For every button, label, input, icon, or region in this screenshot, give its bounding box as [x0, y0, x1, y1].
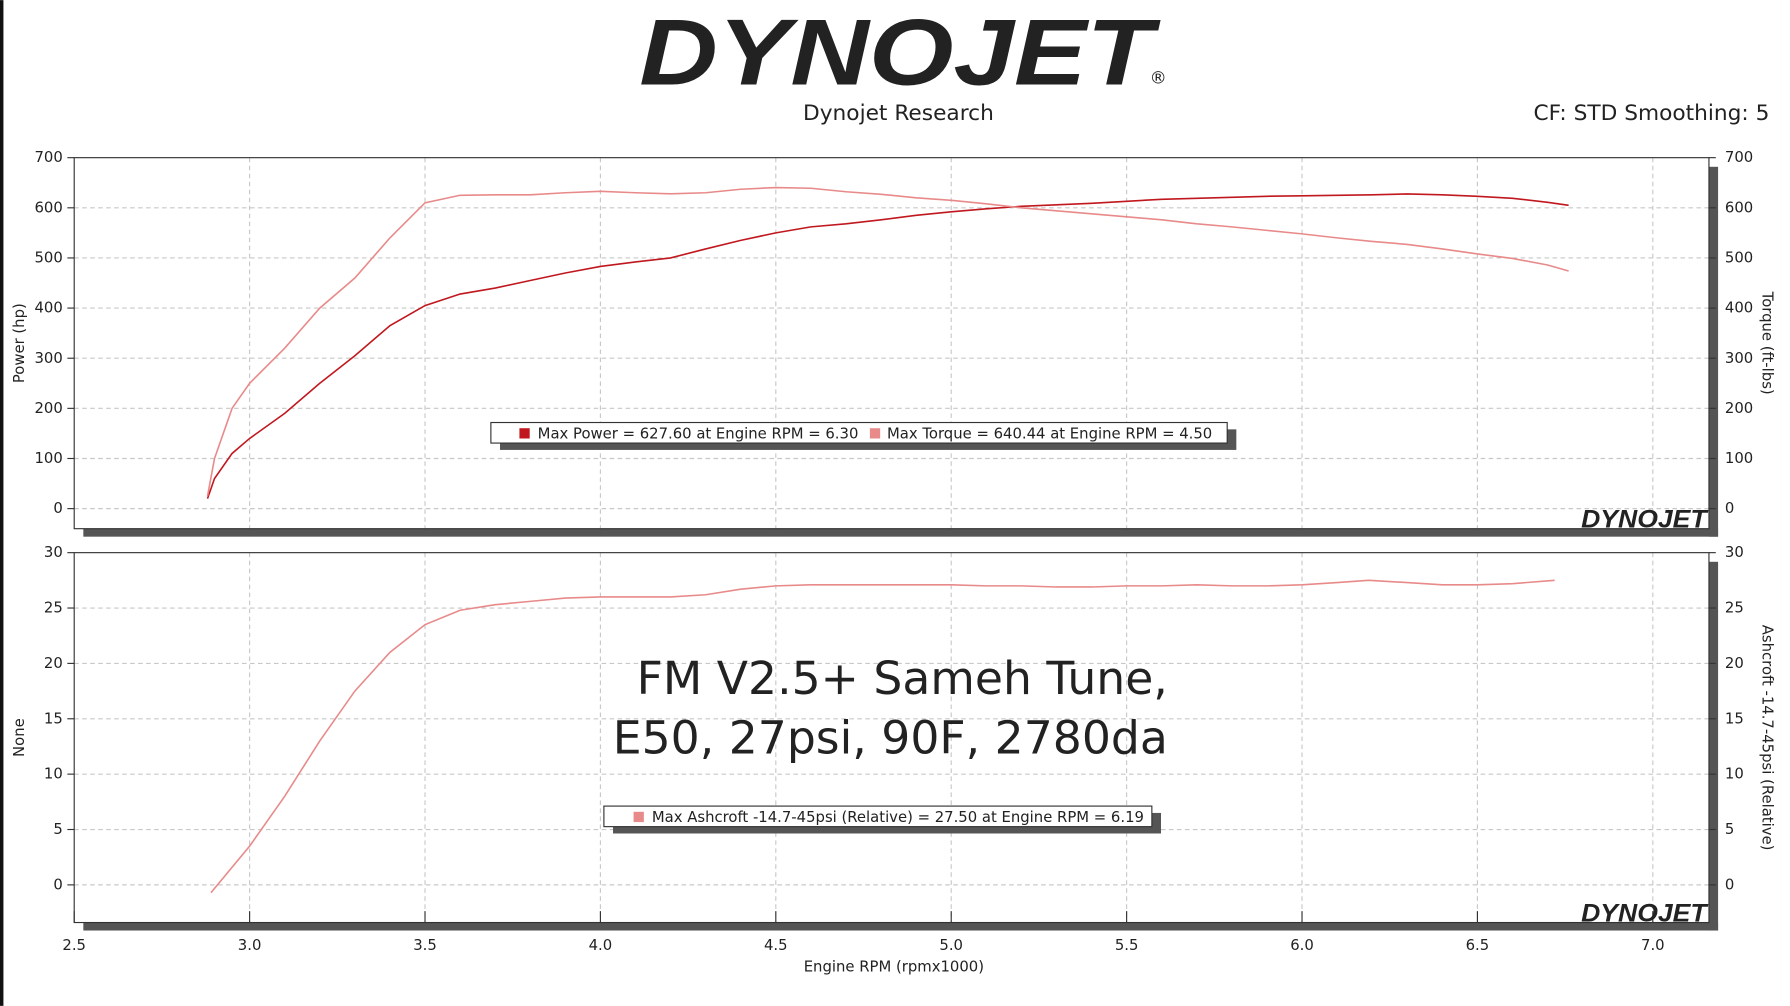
y2-tick-label: 600: [1725, 199, 1753, 216]
plot-area: [74, 157, 1709, 529]
y-tick-label: 100: [34, 450, 62, 467]
y2-tick-label: 0: [1725, 500, 1734, 517]
panel-shadow: [83, 922, 1719, 931]
series-line: [210, 579, 1555, 894]
y2-tick-label: 20: [1725, 655, 1744, 672]
legend-label: Max Torque = 640.44 at Engine RPM = 4.50: [887, 426, 1212, 443]
registered-mark: ®: [1150, 68, 1167, 88]
x-tick-label: 4.5: [764, 937, 788, 954]
legend-label: Max Power = 627.60 at Engine RPM = 6.30: [538, 426, 859, 443]
y2-tick-label: 100: [1725, 450, 1753, 467]
y-tick-label: 0: [53, 876, 62, 893]
x-tick-label: 7.0: [1641, 937, 1665, 954]
panel-shadow: [83, 528, 1719, 537]
y-tick-label: 10: [44, 766, 63, 783]
legend-swatch: [869, 428, 881, 439]
panel-shadow: [1708, 561, 1719, 931]
y-axis-label: Power (hp): [11, 303, 28, 383]
y-tick-label: 300: [34, 350, 62, 367]
watermark-logo: DYNOJET: [1581, 899, 1709, 927]
legend-label: Max Ashcroft -14.7-45psi (Relative) = 27…: [652, 809, 1144, 826]
x-tick-label: 6.0: [1290, 937, 1314, 954]
y-tick-label: 500: [34, 250, 62, 267]
y-tick-label: 20: [44, 655, 63, 672]
plot-area: [74, 552, 1709, 923]
y2-tick-label: 200: [1725, 400, 1753, 417]
y2-tick-label: 0: [1725, 876, 1734, 893]
legend-box: [490, 421, 1228, 444]
settings: CF: STD Smoothing: 5: [1533, 101, 1769, 126]
subtitle: Dynojet Research: [803, 101, 994, 126]
y-tick-label: 200: [34, 400, 62, 417]
plot-frame: [73, 552, 1710, 924]
left-edge: [0, 0, 4, 1006]
y2-tick-label: 10: [1725, 766, 1744, 783]
y-tick-label: 5: [53, 821, 62, 838]
legend-swatch: [633, 811, 644, 823]
y-tick-label: 25: [44, 600, 63, 617]
series-line: [206, 193, 1569, 499]
x-tick-label: 4.0: [589, 937, 613, 954]
y-tick-label: 15: [44, 710, 63, 727]
legend-swatch: [519, 428, 530, 439]
series-line: [206, 186, 1569, 497]
x-tick-label: 3.5: [413, 937, 437, 954]
annotation: E50, 27psi, 90F, 2780da: [613, 712, 1168, 765]
y2-tick-label: 25: [1725, 600, 1744, 617]
y2-axis-label: Torque (ft-lbs): [1759, 291, 1776, 395]
plot-frame: [73, 157, 1710, 530]
y2-tick-label: 300: [1725, 350, 1753, 367]
x-tick-label: 3.0: [238, 937, 262, 954]
x-tick-label: 5.5: [1115, 937, 1139, 954]
y2-tick-label: 400: [1725, 300, 1753, 317]
y2-tick-label: 5: [1725, 821, 1734, 838]
y-tick-label: 30: [44, 544, 63, 561]
x-tick-label: 5.0: [939, 937, 963, 954]
y-tick-label: 700: [34, 149, 62, 166]
x-tick-label: 6.5: [1466, 937, 1490, 954]
logo: DYNOJET: [639, 0, 1161, 105]
panel-shadow: [1708, 166, 1719, 537]
x-tick-label: 2.5: [62, 937, 86, 954]
legend-box: [603, 805, 1153, 828]
y-axis-label: None: [11, 718, 28, 757]
y2-tick-label: 500: [1725, 250, 1753, 267]
annotation: FM V2.5+ Sameh Tune,: [637, 652, 1168, 705]
y2-tick-label: 700: [1725, 149, 1753, 166]
y-tick-label: 400: [34, 300, 62, 317]
y-tick-label: 0: [53, 500, 62, 517]
y2-axis-label: Ashcroft -14.7-45psi (Relative): [1759, 625, 1776, 851]
y-tick-label: 600: [34, 199, 62, 216]
watermark-logo: DYNOJET: [1581, 506, 1709, 534]
x-axis-label: Engine RPM (rpmx1000): [804, 959, 984, 976]
y2-tick-label: 15: [1725, 710, 1744, 727]
y2-tick-label: 30: [1725, 544, 1744, 561]
